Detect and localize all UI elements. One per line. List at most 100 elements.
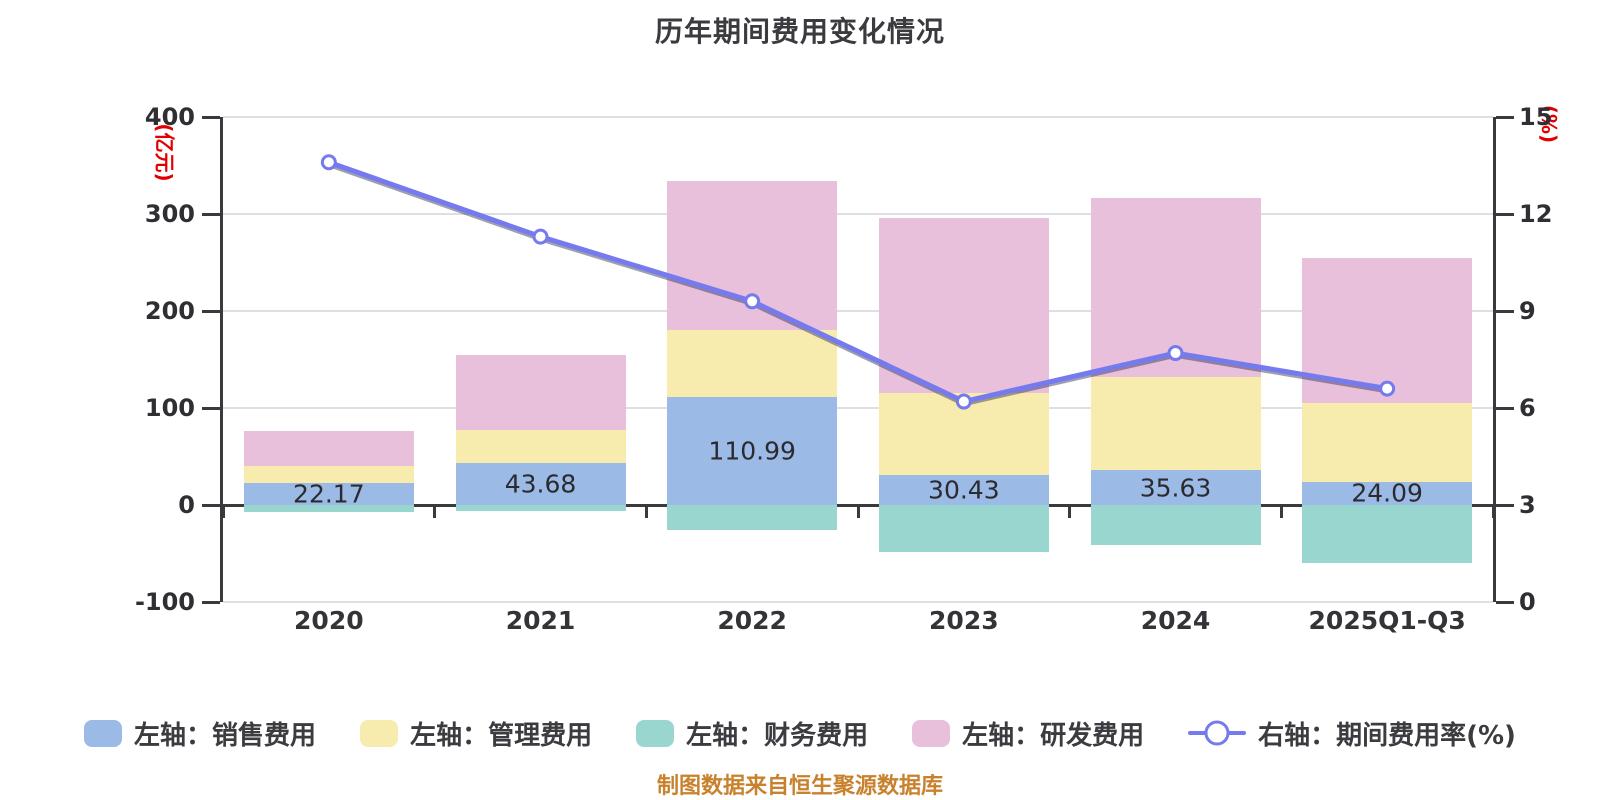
right-axis-tick-label: 15 [1519,103,1553,131]
bar-segment-rnd-2021 [455,355,626,431]
y-gridline [223,407,1493,409]
x-axis-category-label: 2021 [505,606,576,635]
legend-line-marker-rate [1188,719,1247,747]
bar-value-label: 22.17 [293,479,365,509]
y-gridline [223,116,1493,118]
bar-segment-finance-2023 [878,505,1049,552]
rate-line-marker [955,393,972,410]
bar-segment-admin-2024 [1090,376,1261,471]
right-axis-tick-label: 9 [1519,297,1536,325]
legend-label-rnd: 左轴：研发费用 [962,720,1145,751]
x-axis-tick [644,505,648,518]
x-axis-tick [1068,505,1072,518]
right-axis-tick-mark [1496,213,1514,216]
left-axis-tick-mark [202,310,220,313]
bar-segment-admin-2022 [667,330,838,398]
rate-line-shadow [328,164,1388,407]
bar-segment-rnd-2020 [243,431,414,467]
bar-segment-sales-2022 [667,397,838,505]
rate-line-marker [744,293,761,310]
rate-line-marker [320,154,337,171]
data-source-note: 制图数据来自恒生聚源数据库 [656,774,943,799]
right-axis-tick-mark [1496,116,1514,119]
plot-area: 22.17 43.68 110.99 30.43 35.63 24.09 [221,116,1495,603]
legend-swatch-admin [360,719,399,747]
bar-segment-finance-2021 [455,505,626,511]
x-axis-category-label: 2020 [294,606,364,635]
x-axis-category-label: 2022 [717,606,787,635]
x-axis-tick [1279,505,1283,518]
rate-line-marker [1167,345,1184,362]
rate-line [326,159,1390,405]
left-axis-tick-mark [202,213,220,216]
left-axis-tick-label: 0 [178,491,195,519]
bar-value-label: 35.63 [1139,473,1212,503]
bar-segment-sales-2024 [1090,470,1261,505]
left-axis-tick-mark [202,504,220,507]
right-axis-tick-mark [1496,601,1514,604]
left-axis-tick-mark [202,601,220,604]
right-axis-tick-label: 0 [1519,588,1536,616]
bar-segment-finance-2020 [243,505,414,512]
x-axis-tick [856,505,860,518]
bar-segment-sales-2025Q1-Q3 [1302,481,1473,505]
legend-swatch-rnd [912,719,951,747]
x-axis-category-label: 2024 [1140,606,1211,635]
left-axis-tick-label: 200 [144,297,195,325]
legend-swatch-sales [84,719,123,747]
legend: 左轴：销售费用 左轴：管理费用 左轴：财务费用 左轴：研发费用 右轴：期间费用率(%) [0,704,1600,762]
legend-line-dot [1204,720,1230,746]
bar-segment-admin-2020 [243,466,414,484]
left-axis-line [220,117,223,602]
bar-segment-finance-2024 [1090,505,1261,545]
left-axis-tick-label: 300 [144,200,195,228]
right-axis-tick-label: 12 [1519,200,1553,228]
left-axis-tick-label: 400 [144,103,195,131]
rate-line-marker [532,228,549,245]
y-gridline [223,601,1493,603]
bar-segment-finance-2022 [667,505,838,531]
legend-label-admin: 左轴：管理费用 [410,720,593,751]
right-axis-tick-mark [1496,310,1514,313]
left-axis-tick-mark [202,407,220,410]
y-gridline [223,213,1493,215]
right-axis-tick-label: 6 [1519,394,1536,422]
bar-segment-rnd-2023 [878,218,1049,394]
bar-segment-sales-2020 [243,483,414,505]
rate-line-layer [320,154,1396,410]
x-axis-tick [221,505,225,518]
legend-item-sales[interactable]: 左轴：销售费用 [84,715,316,752]
legend-label-finance: 左轴：财务费用 [686,720,869,751]
x-axis-category-label: 2023 [929,606,999,635]
bar-value-label: 24.09 [1351,478,1423,508]
bar-value-label: 110.99 [708,436,796,466]
bar-value-label: 30.43 [928,475,1000,505]
bar-value-label: 43.68 [504,469,577,499]
right-axis-tick-mark [1496,407,1514,410]
legend-swatch-finance [636,719,675,747]
chart-title: 历年期间费用变化情况 [654,15,945,48]
right-axis-line [1493,117,1496,602]
right-axis-tick-mark [1496,504,1514,507]
bar-segment-sales-2021 [455,462,626,505]
left-axis-tick-label: -100 [134,588,195,616]
x-axis-tick [1491,505,1495,518]
y-gridline [223,310,1493,312]
bar-segment-sales-2023 [878,475,1049,505]
rate-line-marker [1379,380,1396,397]
x-axis-category-label: 2025Q1-Q3 [1308,606,1466,635]
left-axis-tick-label: 100 [144,394,195,422]
right-axis-tick-label: 3 [1519,491,1536,519]
legend-item-finance[interactable]: 左轴：财务费用 [636,715,868,752]
bar-segment-admin-2025Q1-Q3 [1302,402,1473,482]
legend-item-admin[interactable]: 左轴：管理费用 [360,715,592,752]
legend-item-rnd[interactable]: 左轴：研发费用 [912,715,1144,752]
bar-segment-admin-2021 [455,430,626,463]
bar-segment-finance-2025Q1-Q3 [1302,505,1473,564]
legend-label-sales: 左轴：销售费用 [134,720,317,751]
legend-label-rate: 右轴：期间费用率(%) [1258,720,1516,751]
x-axis-tick [433,505,437,518]
left-axis-tick-mark [202,116,220,119]
legend-item-rate[interactable]: 右轴：期间费用率(%) [1188,715,1516,752]
